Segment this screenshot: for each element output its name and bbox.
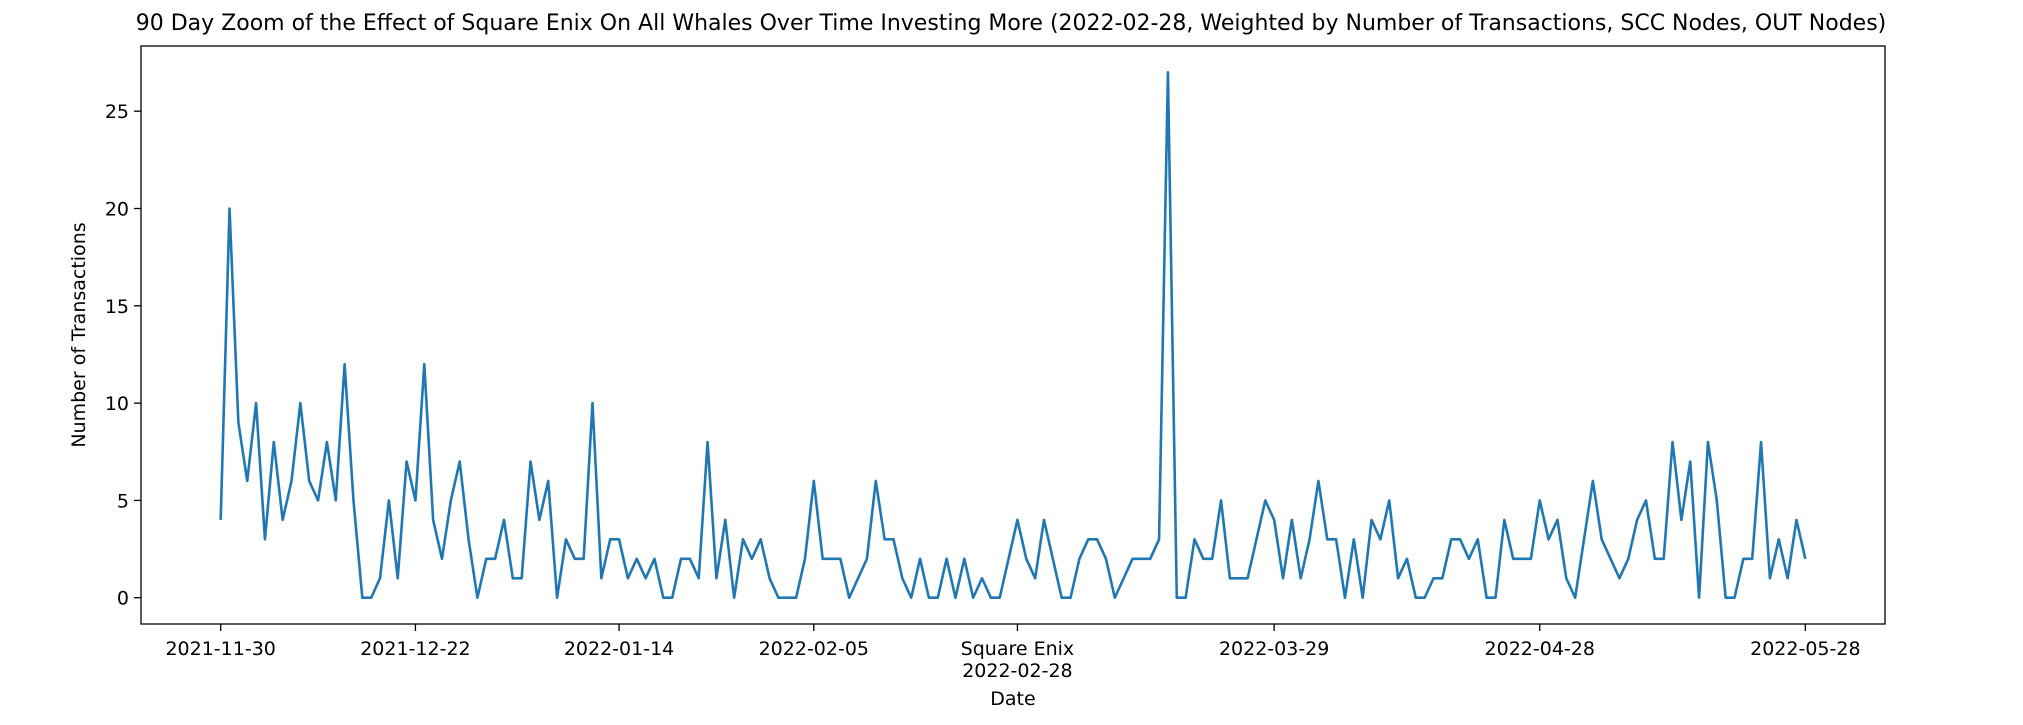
x-axis-label: Date bbox=[990, 688, 1035, 710]
x-tick-label: 2022-04-28 bbox=[1485, 638, 1595, 660]
data-points bbox=[220, 72, 1806, 598]
x-tick-label: 2022-05-28 bbox=[1750, 638, 1860, 660]
y-tick-label: 0 bbox=[117, 588, 129, 610]
x-tick-label: 2021-12-22 bbox=[360, 638, 470, 660]
x-tick-label: 2022-03-29 bbox=[1219, 638, 1329, 660]
x-tick-label: 2021-11-30 bbox=[165, 638, 275, 660]
x-tick-label: 2022-02-28 bbox=[962, 660, 1072, 682]
x-tick-label: 2022-02-05 bbox=[759, 638, 869, 660]
y-axis: 0 5 10 15 20 25 bbox=[105, 101, 141, 610]
x-tick-label: 2022-01-14 bbox=[564, 638, 674, 660]
x-axis: 2021-11-30 2021-12-22 2022-01-14 2022-02-05… bbox=[165, 624, 1861, 682]
y-tick-label: 25 bbox=[105, 101, 129, 123]
plot-area bbox=[140, 45, 1886, 625]
y-tick-label: 5 bbox=[117, 490, 129, 512]
chart-title: 90 Day Zoom of the Effect of Square Enix… bbox=[136, 11, 1886, 36]
series-line bbox=[219, 70, 1807, 600]
y-tick-label: 20 bbox=[105, 199, 129, 221]
y-tick-label: 15 bbox=[105, 296, 129, 318]
x-tick-label: Square Enix bbox=[961, 638, 1075, 660]
y-tick-label: 10 bbox=[105, 393, 129, 415]
y-axis-label: Number of Transactions bbox=[68, 222, 90, 447]
